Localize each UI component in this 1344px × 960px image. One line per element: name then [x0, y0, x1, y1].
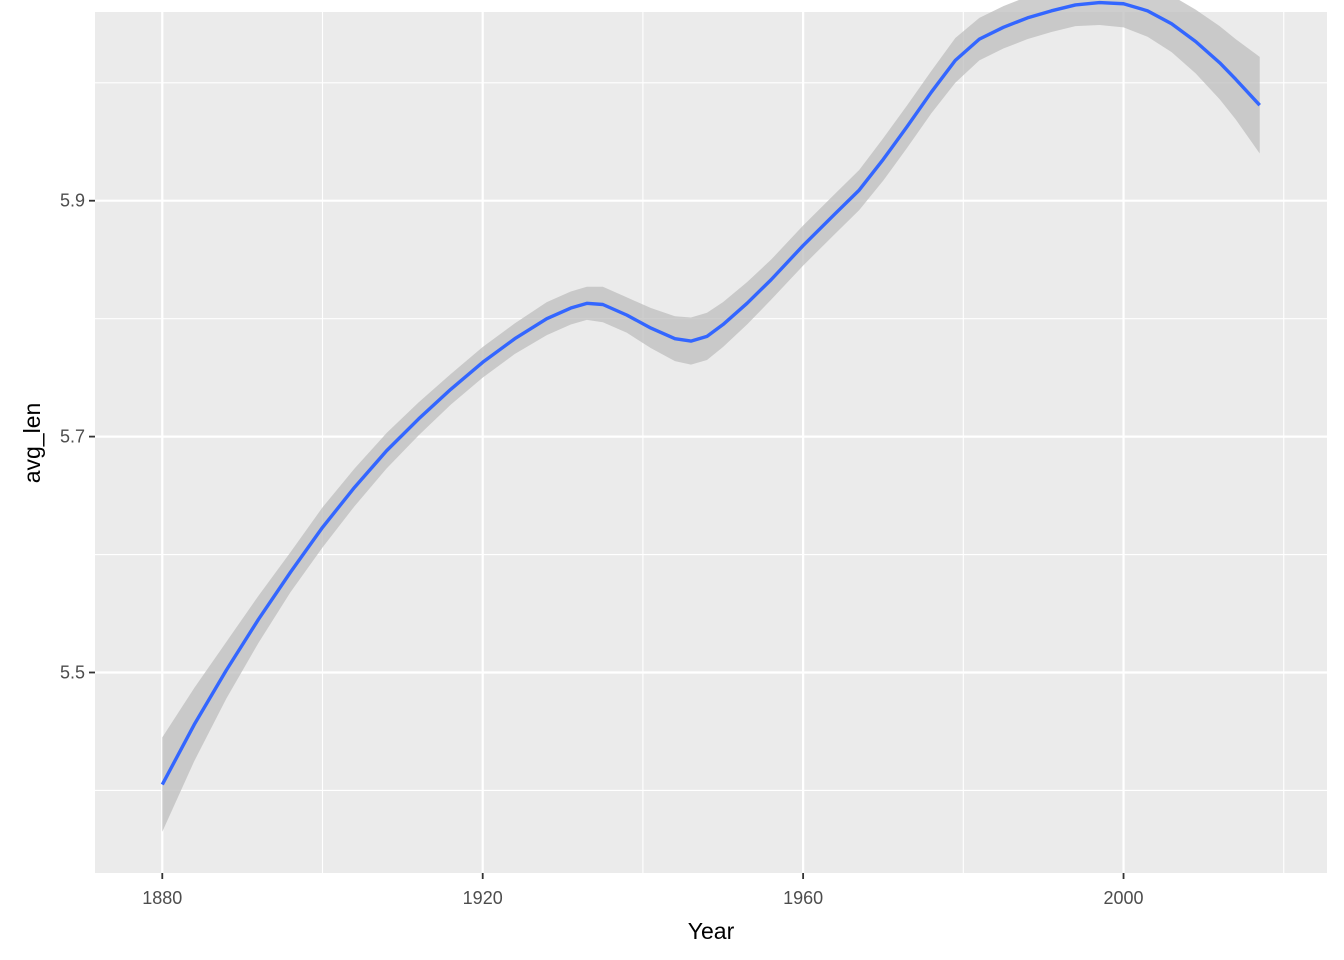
y-tick-label: 5.9 — [60, 191, 85, 211]
x-tick-label: 2000 — [1104, 888, 1144, 908]
major-gridlines — [95, 12, 1327, 873]
x-tick-label: 1880 — [142, 888, 182, 908]
y-axis-title: avg_len — [19, 403, 45, 484]
x-tick-label: 1920 — [463, 888, 503, 908]
x-axis: 1880 1920 1960 2000 — [142, 873, 1144, 908]
x-tick-label: 1960 — [783, 888, 823, 908]
plot-background — [95, 12, 1327, 873]
y-axis: 5.5 5.7 5.9 — [60, 191, 95, 682]
y-tick-label: 5.7 — [60, 427, 85, 447]
smooth-line — [160, 0, 1261, 786]
y-tick-label: 5.5 — [60, 662, 85, 682]
series-layer — [160, 0, 1261, 832]
x-axis-title: Year — [688, 918, 735, 944]
